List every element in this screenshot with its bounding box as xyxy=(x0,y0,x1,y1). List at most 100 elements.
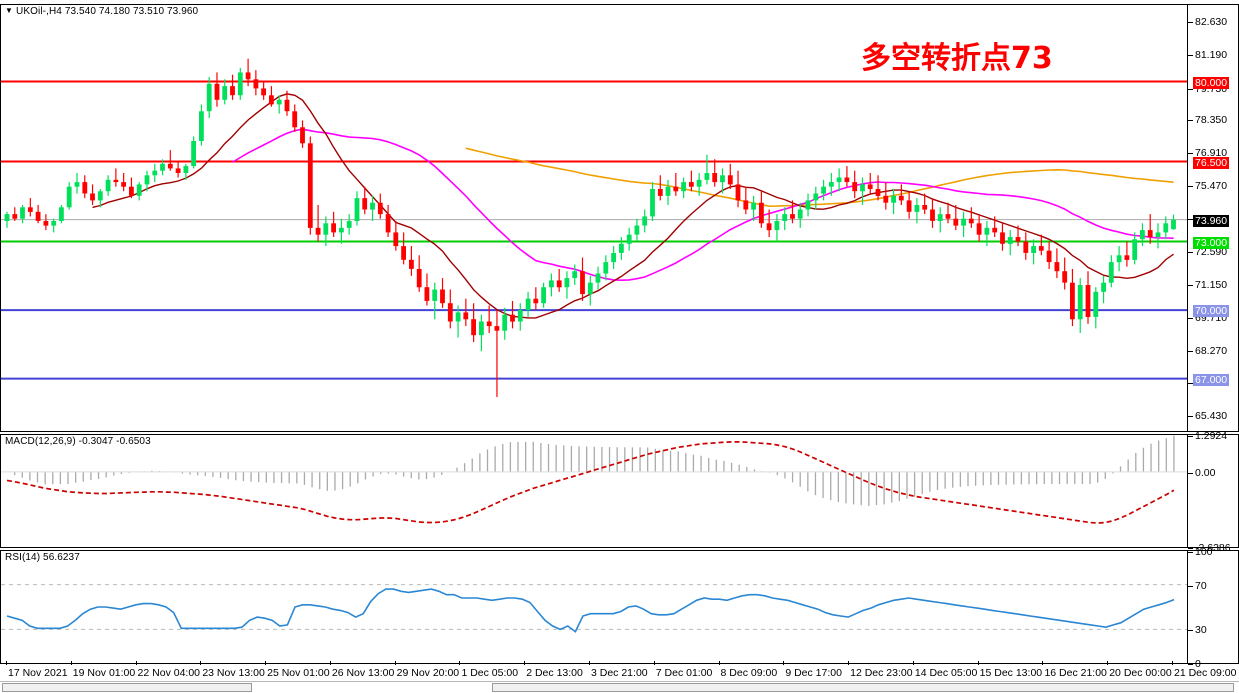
price-badge[interactable]: 73.000 xyxy=(1193,236,1230,249)
time-axis-tick xyxy=(718,661,720,665)
candle-body xyxy=(829,182,834,187)
candle-body xyxy=(74,182,80,187)
candle-body xyxy=(276,99,282,105)
price-axis-label: 71.150 xyxy=(1195,278,1228,291)
time-axis-label: 20 Dec 00:00 xyxy=(1109,667,1172,679)
macd-plot-area[interactable] xyxy=(1,435,1238,547)
candle-body xyxy=(937,214,943,221)
candle-body xyxy=(1000,232,1005,244)
price-axis[interactable]: 82.63081.19079.73078.35076.91075.47074.0… xyxy=(1187,5,1238,431)
time-axis-tick xyxy=(329,661,331,665)
time-axis-tick xyxy=(459,661,461,665)
candle-body xyxy=(479,321,484,336)
rsi-axis[interactable]: 100 70 30 0 xyxy=(1187,546,1238,670)
candle-body xyxy=(611,253,616,263)
candle-body xyxy=(471,319,476,336)
candle-body xyxy=(66,186,72,208)
candle-body xyxy=(517,310,523,322)
time-axis-tick xyxy=(977,661,979,665)
time-axis-label: 25 Nov 01:00 xyxy=(267,667,330,679)
price-plot-area[interactable] xyxy=(1,5,1238,431)
time-axis[interactable]: 17 Nov 2021 19 Nov 01:00 22 Nov 04:00 23 No… xyxy=(0,661,1239,685)
candle-body xyxy=(1085,285,1091,317)
axis-tick xyxy=(1188,55,1193,57)
price-axis-label: 82.630 xyxy=(1195,16,1228,29)
candle-body xyxy=(494,326,500,331)
candle-body xyxy=(603,262,609,274)
candle-body xyxy=(735,184,741,201)
candle-body xyxy=(486,321,492,327)
candle-body xyxy=(113,179,119,183)
price-pane-title-text: UKOil-,H4 73.540 74.180 73.510 73.960 xyxy=(16,6,199,17)
horizontal-scrollbar[interactable] xyxy=(0,681,1239,693)
axis-tick xyxy=(1188,472,1193,474)
candle-body xyxy=(642,216,648,226)
candle-body xyxy=(1031,246,1036,253)
candle-body xyxy=(292,111,298,128)
candle-body xyxy=(1124,255,1130,260)
axis-tick xyxy=(1188,88,1193,90)
candle-body xyxy=(27,207,33,212)
candle-body xyxy=(82,182,88,194)
candle-body xyxy=(898,195,904,201)
collapse-icon[interactable]: ▼ xyxy=(5,6,14,15)
time-axis-label: 15 Dec 13:00 xyxy=(979,667,1043,679)
candle-body xyxy=(766,223,772,231)
time-axis-tick xyxy=(70,661,72,665)
candle-body xyxy=(455,312,461,322)
candle-body xyxy=(1007,237,1013,244)
candle-body xyxy=(1023,241,1029,253)
candle-body xyxy=(385,214,391,233)
axis-tick xyxy=(1188,630,1193,632)
candle-body xyxy=(805,200,811,210)
candle-body xyxy=(1108,262,1114,283)
axis-tick xyxy=(1188,552,1193,553)
candle-body xyxy=(370,202,375,210)
candle-body xyxy=(51,221,57,226)
candle-body xyxy=(315,227,321,235)
price-axis-label: 75.470 xyxy=(1195,180,1228,193)
candle-body xyxy=(167,163,173,169)
price-badge[interactable]: 73.960 xyxy=(1193,214,1230,227)
candle-body xyxy=(222,86,228,100)
time-axis-tick xyxy=(589,661,590,665)
time-axis-label: 3 Dec 21:00 xyxy=(591,667,648,679)
candle-body xyxy=(1140,230,1145,240)
candle-body xyxy=(393,232,399,247)
scrollbar-thumb-secondary[interactable] xyxy=(492,683,1234,692)
candle-body xyxy=(59,207,64,221)
scrollbar-thumb[interactable] xyxy=(2,683,252,692)
time-axis-label: 29 Nov 20:00 xyxy=(396,667,460,679)
candle-body xyxy=(782,214,788,221)
price-badge[interactable]: 70.000 xyxy=(1193,305,1230,318)
candle-body xyxy=(463,312,469,320)
candle-body xyxy=(860,184,865,192)
chart-annotation: 多空转折点73 xyxy=(861,41,1053,76)
candle-body xyxy=(1070,282,1075,320)
candle-body xyxy=(105,179,111,192)
candle-body xyxy=(307,143,313,228)
price-badge[interactable]: 80.000 xyxy=(1193,76,1230,89)
price-badge[interactable]: 76.500 xyxy=(1193,156,1230,169)
candle-body xyxy=(199,111,204,141)
macd-axis[interactable]: 1.2924 0.00 -2.6386 xyxy=(1187,430,1238,554)
price-chart-pane[interactable]: 多空转折点73 ▼ UKOil-,H4 73.540 74.180 73.510 … xyxy=(0,4,1239,432)
candle-body xyxy=(121,182,126,187)
axis-tick xyxy=(1188,436,1193,437)
candle-body xyxy=(681,182,686,192)
candle-body xyxy=(424,287,430,301)
candle-body xyxy=(409,259,414,269)
macd-pane[interactable]: MACD(12,26,9) -0.3047 -0.6503 1.2924 0.00… xyxy=(0,430,1239,554)
rsi-pane-title: RSI(14) 56.6237 xyxy=(5,552,80,563)
axis-tick xyxy=(1188,219,1193,220)
candle-body xyxy=(1015,237,1021,242)
candle-body xyxy=(689,182,694,187)
candle-body xyxy=(891,195,896,203)
candle-body xyxy=(580,271,585,295)
price-badge[interactable]: 67.000 xyxy=(1193,373,1230,386)
time-axis-tick xyxy=(1172,661,1173,665)
rsi-plot-area[interactable] xyxy=(1,551,1238,663)
moving-average-line xyxy=(465,147,1174,208)
rsi-pane[interactable]: RSI(14) 56.6237 100 70 30 0 xyxy=(0,546,1239,670)
